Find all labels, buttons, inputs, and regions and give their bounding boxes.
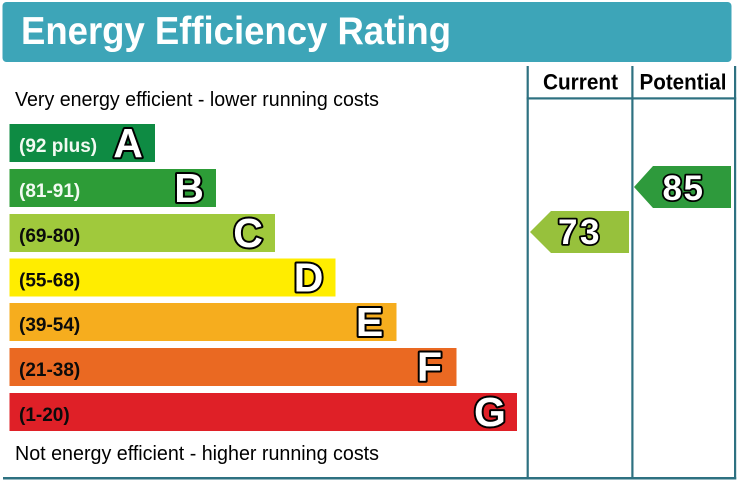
svg-text:(55-68): (55-68)	[19, 271, 80, 292]
svg-text:(81-91): (81-91)	[19, 181, 80, 202]
svg-text:F: F	[417, 344, 442, 390]
svg-text:C: C	[233, 210, 263, 256]
svg-text:Not energy efficient - higher: Not energy efficient - higher running co…	[15, 443, 379, 465]
svg-text:73: 73	[558, 213, 602, 252]
svg-text:E: E	[356, 299, 383, 345]
svg-text:Potential: Potential	[640, 70, 727, 95]
svg-text:(92 plus): (92 plus)	[19, 136, 97, 157]
svg-text:85: 85	[663, 169, 705, 208]
svg-text:(1-20): (1-20)	[19, 405, 70, 426]
svg-text:Energy Efficiency Rating: Energy Efficiency Rating	[21, 10, 451, 53]
svg-text:(69-80): (69-80)	[19, 226, 80, 247]
svg-text:D: D	[294, 255, 324, 301]
svg-text:A: A	[113, 120, 143, 166]
svg-text:Very energy efficient - lower: Very energy efficient - lower running co…	[15, 89, 379, 111]
svg-text:(39-54): (39-54)	[19, 315, 80, 336]
svg-text:(21-38): (21-38)	[19, 360, 80, 381]
svg-text:B: B	[174, 165, 204, 211]
svg-text:Current: Current	[543, 70, 619, 95]
svg-text:G: G	[474, 389, 506, 435]
